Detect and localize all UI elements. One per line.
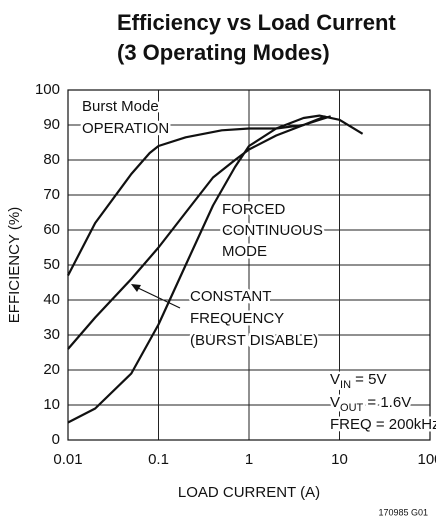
- annotation: MODE: [222, 243, 267, 260]
- y-tick-label: 10: [43, 396, 60, 413]
- y-tick-label: 70: [43, 186, 60, 203]
- footnote: 170985 G01: [378, 507, 428, 517]
- y-axis-label: EFFICIENCY (%): [6, 207, 23, 323]
- x-tick-label: 1: [245, 451, 253, 468]
- condition: VOUT = 1.6V: [330, 394, 411, 414]
- chart-title: Efficiency vs Load Current: [117, 10, 396, 35]
- condition-part: IN: [340, 379, 351, 391]
- condition: FREQ = 200kHz: [330, 416, 436, 433]
- condition-part: V: [330, 394, 340, 411]
- condition-part: V: [330, 371, 340, 388]
- y-tick-label: 80: [43, 151, 60, 168]
- y-tick-label: 40: [43, 291, 60, 308]
- condition-part: FREQ = 200kHz: [330, 416, 436, 433]
- annotation: (BURST DISABLE): [190, 332, 318, 349]
- x-axis-label: LOAD CURRENT (A): [178, 484, 320, 501]
- y-tick-label: 20: [43, 361, 60, 378]
- arrow-head: [131, 284, 141, 292]
- y-tick-label: 0: [52, 431, 60, 448]
- x-tick-label: 100: [417, 451, 436, 468]
- y-tick-label: 90: [43, 116, 60, 133]
- condition-part: OUT: [340, 402, 364, 414]
- x-tick-label: 10: [331, 451, 348, 468]
- annotation: Burst Mode: [82, 98, 159, 115]
- annotation: OPERATION: [82, 120, 169, 137]
- series-line: [67, 115, 326, 350]
- condition-part: = 1.6V: [363, 394, 411, 411]
- series-line: [67, 114, 364, 424]
- y-tick-label: 100: [35, 81, 60, 98]
- condition: VIN = 5V: [330, 371, 386, 391]
- y-tick-label: 60: [43, 221, 60, 238]
- annotation: FREQUENCY: [190, 310, 284, 327]
- annotation: FORCED: [222, 201, 286, 218]
- annotation: CONSTANT: [190, 288, 271, 305]
- x-tick-label: 0.01: [53, 451, 82, 468]
- y-tick-label: 50: [43, 256, 60, 273]
- annotation: CONTINUOUS: [222, 222, 323, 239]
- y-tick-label: 30: [43, 326, 60, 343]
- x-tick-label: 0.1: [148, 451, 169, 468]
- condition-part: = 5V: [351, 371, 386, 388]
- plot-frame: [67, 89, 431, 441]
- chart-title: (3 Operating Modes): [117, 40, 330, 65]
